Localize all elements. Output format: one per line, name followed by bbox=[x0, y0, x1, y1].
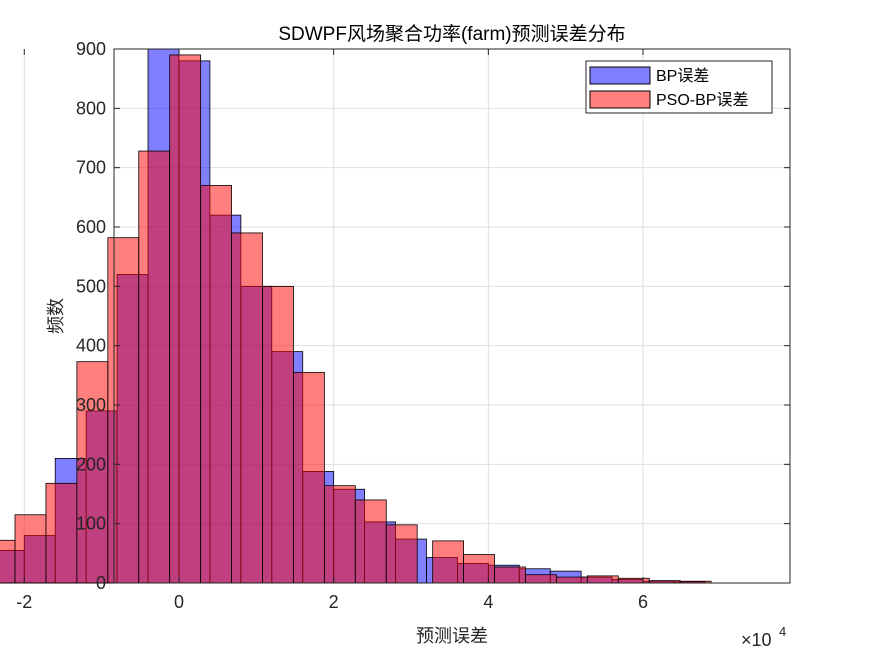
y-tick-label: 400 bbox=[76, 336, 106, 356]
bar-pso-bp bbox=[262, 285, 294, 584]
y-tick-label: 100 bbox=[76, 514, 106, 534]
bar-pso-bp bbox=[586, 575, 619, 584]
bar-pso-bp bbox=[525, 574, 557, 584]
y-tick-label: 300 bbox=[76, 395, 106, 415]
bar-pso-bp bbox=[107, 237, 140, 584]
bar-pso-bp bbox=[494, 566, 526, 584]
bar-pso-bp bbox=[463, 554, 495, 584]
y-tick-label: 200 bbox=[76, 454, 106, 474]
y-tick-label: 500 bbox=[76, 276, 106, 296]
bar-pso-bp bbox=[323, 485, 356, 584]
x-exponent-label: ×10 4 bbox=[741, 624, 786, 650]
bar-pso-bp bbox=[138, 150, 171, 584]
x-tick-label: 4 bbox=[483, 592, 493, 612]
bar-pso-bp bbox=[0, 539, 16, 584]
bar-pso-bp bbox=[200, 185, 232, 584]
bar-pso-bp bbox=[556, 576, 588, 584]
bar-pso-bp bbox=[432, 540, 465, 584]
legend-swatch-bp bbox=[589, 66, 651, 85]
x-axis-label: 预测误差 bbox=[416, 626, 488, 647]
legend-label-pso-bp: PSO-BP误差 bbox=[656, 91, 748, 109]
bar-pso-bp bbox=[354, 499, 387, 584]
x-tick-label: 0 bbox=[174, 592, 184, 612]
chart-title: SDWPF风场聚合功率(farm)预测误差分布 bbox=[278, 23, 625, 45]
y-tick-label: 800 bbox=[76, 98, 106, 118]
bars bbox=[0, 48, 712, 584]
y-tick-label: 700 bbox=[76, 158, 106, 178]
x-tick-label: -2 bbox=[16, 592, 32, 612]
bar-pso-bp bbox=[76, 361, 109, 584]
bar-pso-bp bbox=[169, 54, 202, 584]
y-axis-label: 频数 bbox=[46, 298, 67, 334]
x-tick-label: 6 bbox=[638, 592, 648, 612]
x-exponent-power: 4 bbox=[779, 624, 786, 639]
bar-pso-bp bbox=[617, 577, 650, 584]
x-tick-label: 2 bbox=[329, 592, 339, 612]
legend-swatch-pso-bp bbox=[589, 90, 651, 109]
x-exponent-base: ×10 bbox=[741, 630, 772, 650]
legend-label-bp: BP误差 bbox=[656, 67, 709, 85]
legend: BP误差 PSO-BP误差 bbox=[585, 60, 773, 114]
y-tick-label: 900 bbox=[76, 39, 106, 59]
y-tick-label: 0 bbox=[96, 573, 106, 593]
bar-pso-bp bbox=[293, 371, 325, 584]
bar-pso-bp bbox=[385, 524, 418, 584]
bar-pso-bp bbox=[45, 482, 78, 584]
bar-pso-bp bbox=[231, 232, 263, 584]
bar-pso-bp bbox=[14, 514, 47, 584]
axes-frame bbox=[113, 48, 791, 584]
y-tick-label: 600 bbox=[76, 217, 106, 237]
